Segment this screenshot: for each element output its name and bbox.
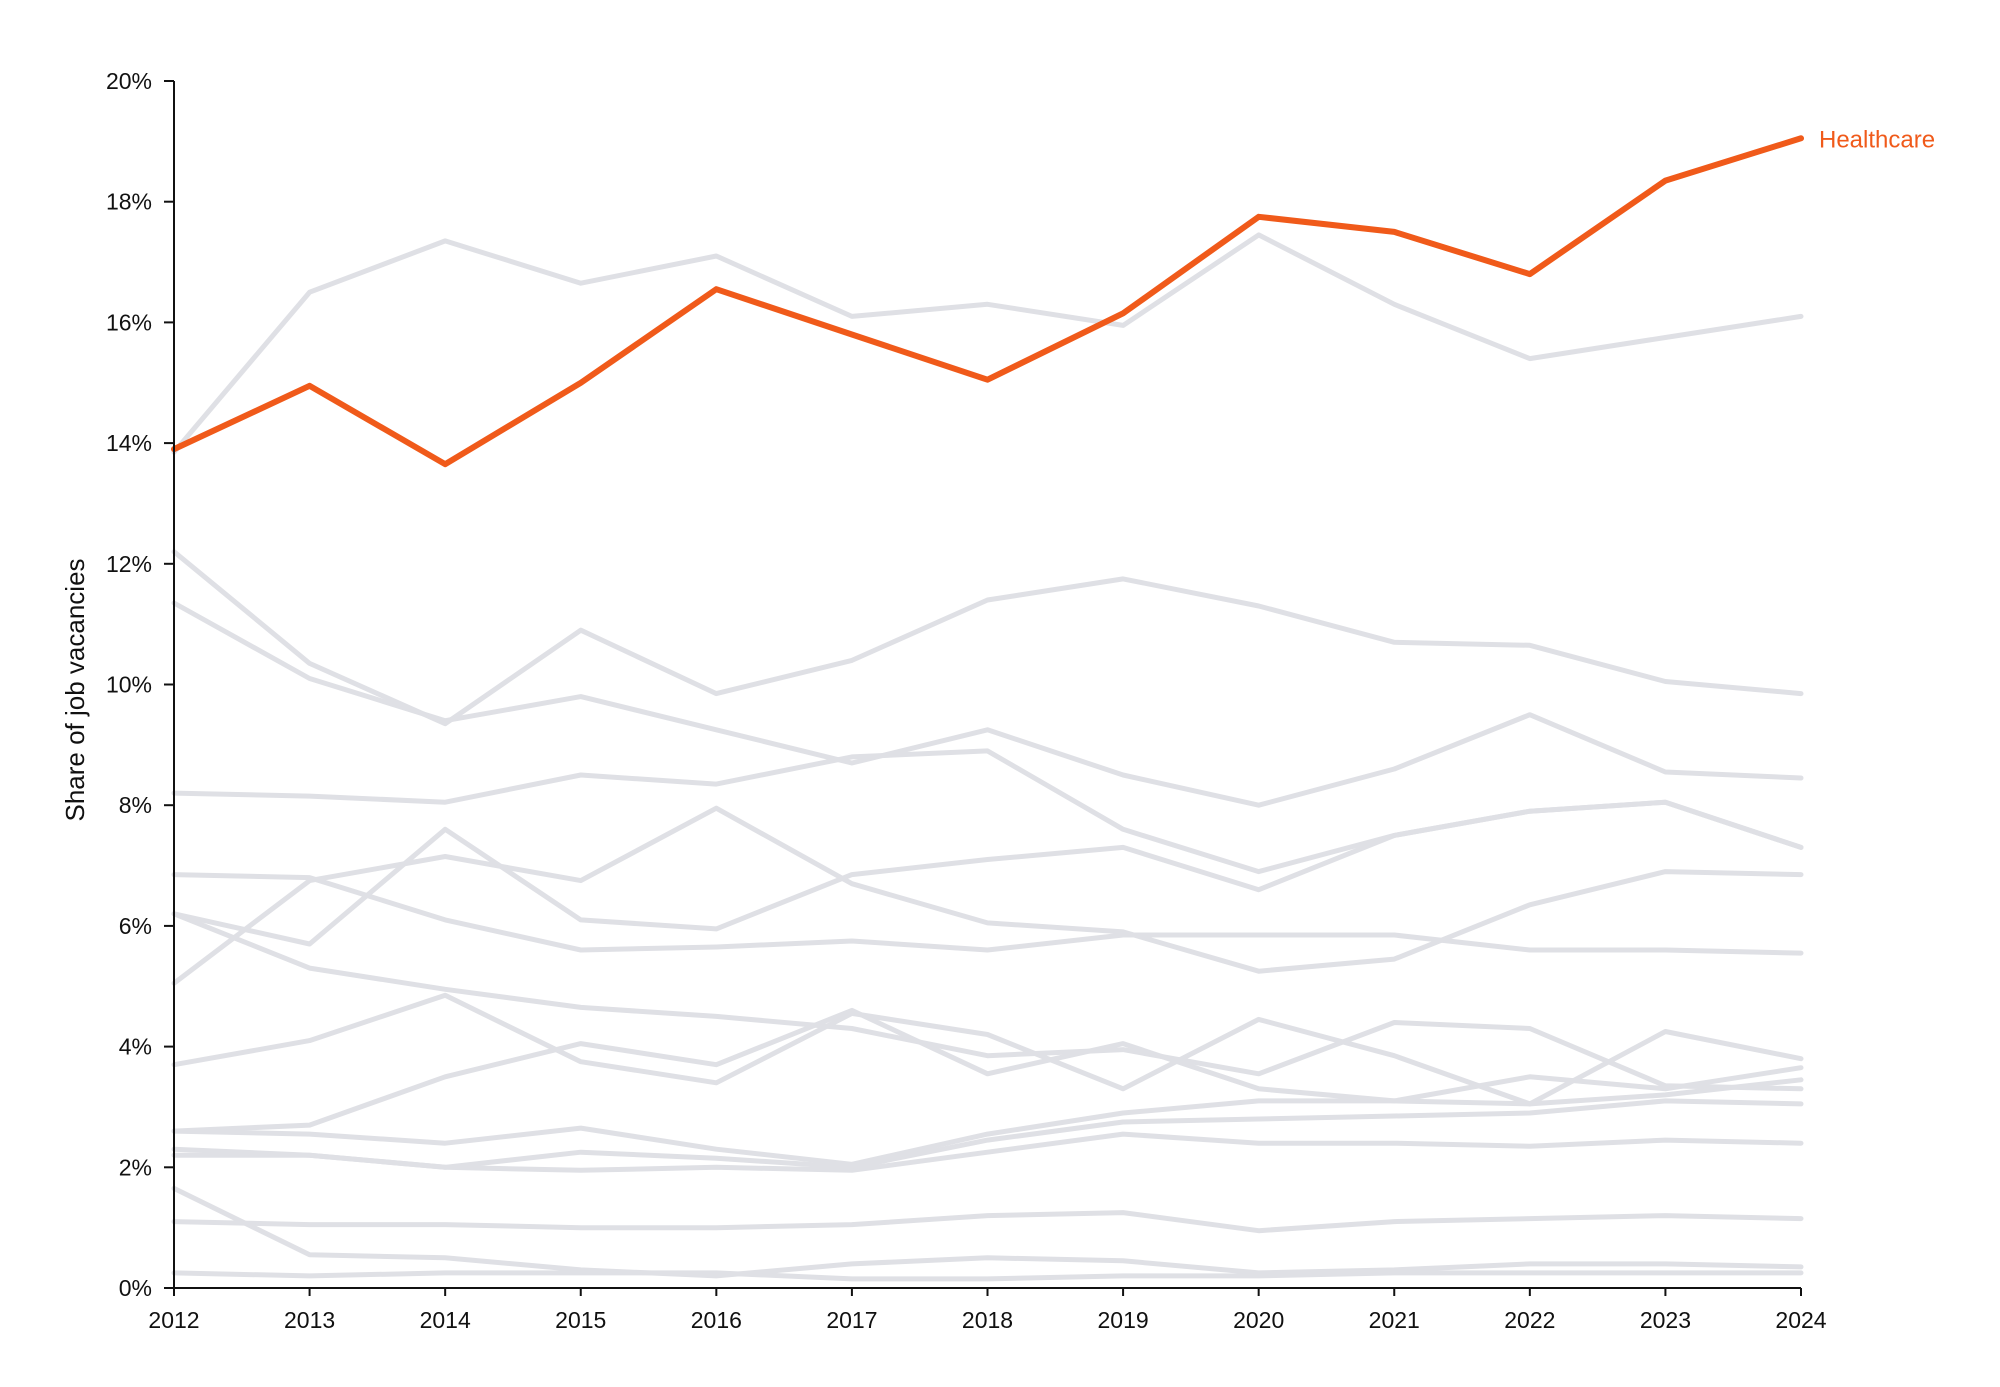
series-line-1 xyxy=(171,232,1804,455)
series-line-15 xyxy=(171,1185,1804,1279)
y-axis-ticks: 0% 2% 4% 6% 8% 10% 12% 14% 16% 18% 20% xyxy=(106,68,174,1301)
y-tick-label: 18% xyxy=(106,189,152,215)
series-line-11 xyxy=(171,1077,1804,1167)
x-tick-label: 2014 xyxy=(420,1307,471,1333)
x-tick-label: 2015 xyxy=(555,1307,606,1333)
x-tick-label: 2024 xyxy=(1775,1307,1826,1333)
y-tick-label: 14% xyxy=(106,430,152,456)
series-line-6 xyxy=(171,799,1804,947)
series-line-14 xyxy=(171,1210,1804,1234)
series-line-10 xyxy=(171,1007,1804,1134)
y-tick-label: 2% xyxy=(119,1154,152,1180)
series-line-13 xyxy=(171,1131,1804,1173)
x-tick-label: 2023 xyxy=(1640,1307,1691,1333)
series-line-8 xyxy=(171,911,1804,1092)
x-tick-label: 2021 xyxy=(1369,1307,1420,1333)
y-tick-label: 12% xyxy=(106,551,152,577)
y-tick-label: 16% xyxy=(106,309,152,335)
x-tick-label: 2013 xyxy=(284,1307,335,1333)
y-tick-label: 6% xyxy=(119,913,152,939)
y-tick-label: 4% xyxy=(119,1034,152,1060)
x-axis-ticks: 2012 2013 2014 2015 2016 2017 2018 2019 2020 2021… xyxy=(148,1288,1827,1333)
series-line-2 xyxy=(171,549,1804,727)
series-line-7 xyxy=(171,805,1804,986)
x-tick-label: 2017 xyxy=(826,1307,877,1333)
x-tick-label: 2020 xyxy=(1233,1307,1284,1333)
series-line-3 xyxy=(171,600,1804,808)
background-series xyxy=(171,232,1804,1282)
y-axis-title: Share of job vacancies xyxy=(60,558,90,821)
x-tick-label: 2022 xyxy=(1504,1307,1555,1333)
x-tick-label: 2012 xyxy=(148,1307,199,1333)
y-tick-label: 10% xyxy=(106,672,152,698)
x-tick-label: 2019 xyxy=(1097,1307,1148,1333)
series-line-5 xyxy=(171,872,1804,956)
healthcare-series-label: Healthcare xyxy=(1819,126,1935,153)
x-tick-label: 2016 xyxy=(691,1307,742,1333)
y-tick-label: 20% xyxy=(106,68,152,94)
x-tick-label: 2018 xyxy=(962,1307,1013,1333)
healthcare-series-line xyxy=(171,135,1804,468)
series-line-16 xyxy=(171,1270,1804,1282)
y-tick-label: 0% xyxy=(119,1275,152,1301)
y-tick-label: 8% xyxy=(119,792,152,818)
highlight-series: Healthcare xyxy=(171,126,1935,468)
